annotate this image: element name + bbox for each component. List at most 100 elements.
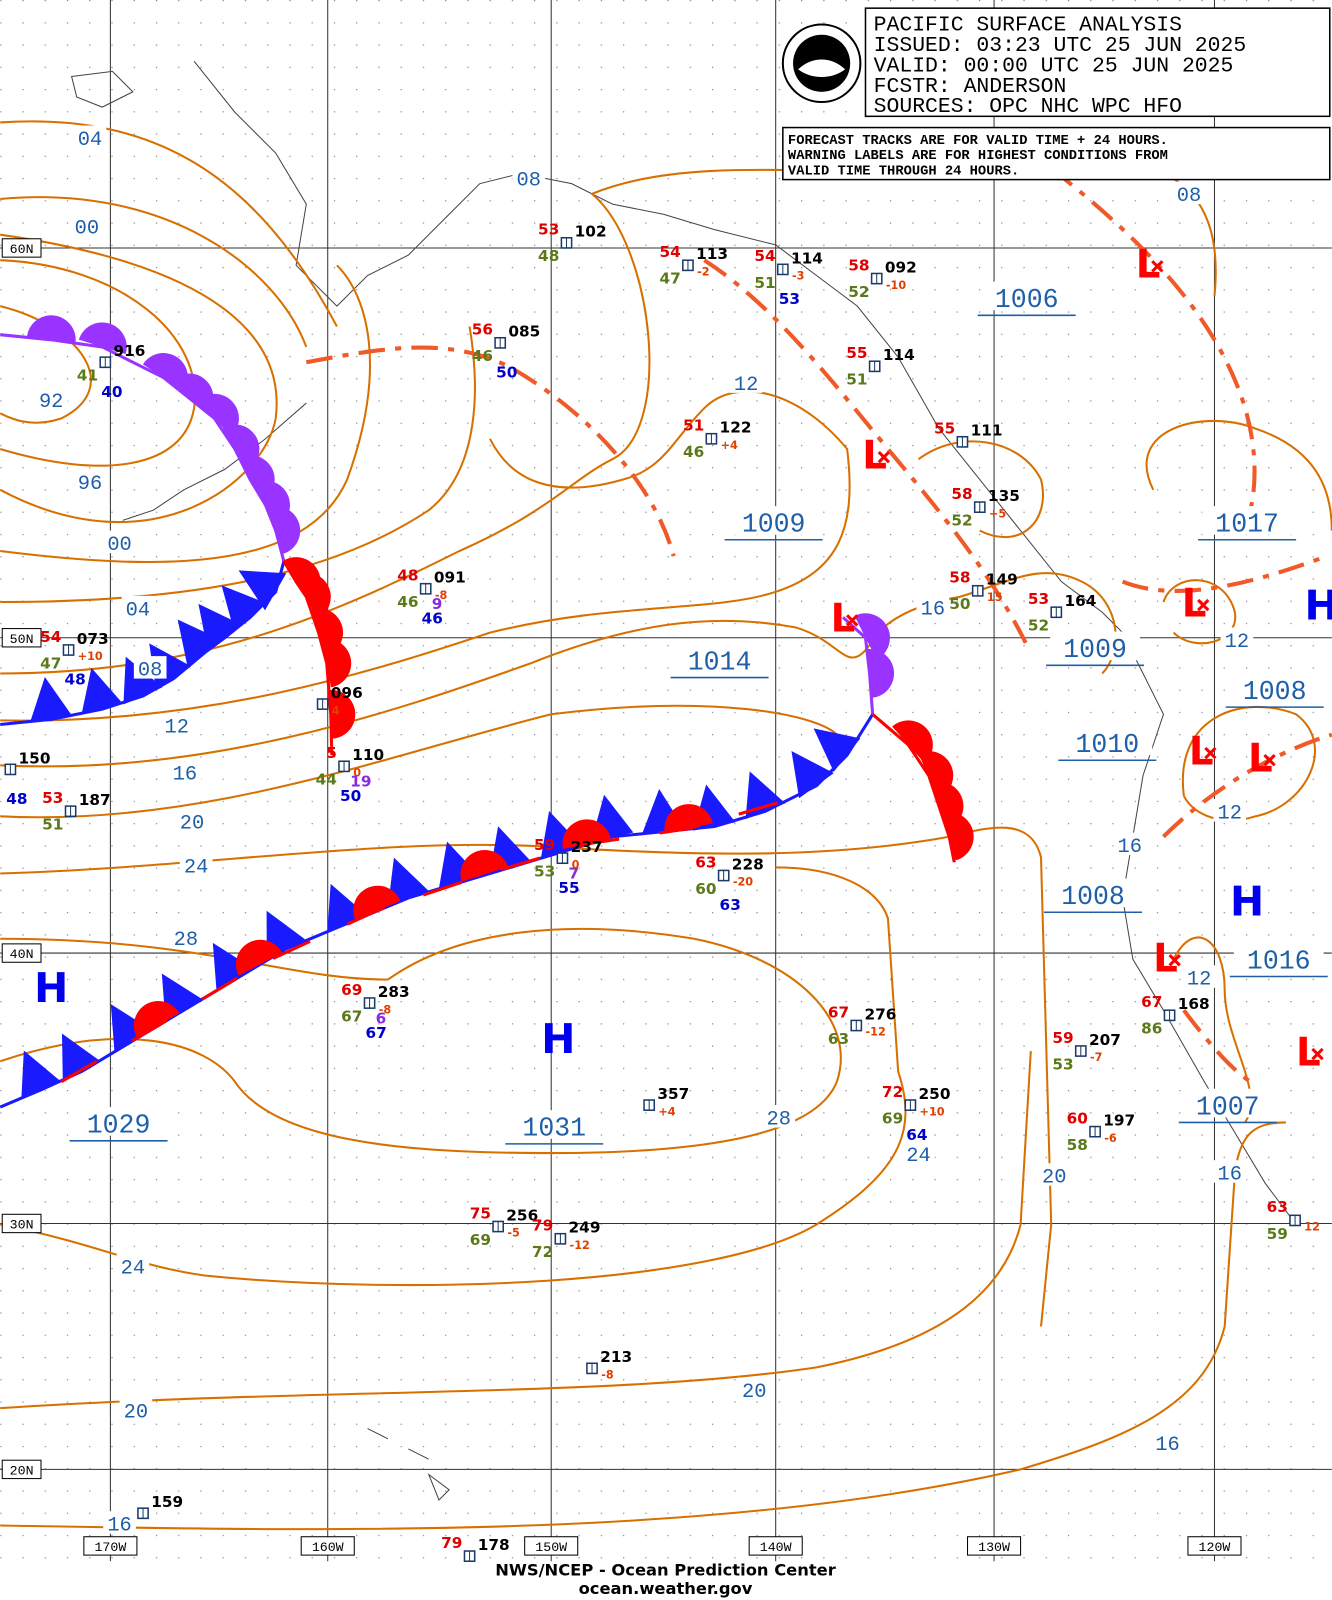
isobar-label: 00 xyxy=(75,218,99,241)
isobar xyxy=(0,1050,1032,1410)
station-dewpoint: 46 xyxy=(397,593,418,611)
header: PACIFIC SURFACE ANALYSIS ISSUED: 03:23 U… xyxy=(874,14,1247,120)
label-bg xyxy=(73,469,107,492)
label-box xyxy=(1,1459,42,1480)
station-dewpoint: 58 xyxy=(1067,1136,1088,1154)
station-air-temp: 55 xyxy=(934,420,955,438)
station-air-temp: 63 xyxy=(1267,1198,1288,1216)
header-title: PACIFIC SURFACE ANALYSIS xyxy=(874,14,1182,38)
isobar-label: 04 xyxy=(78,129,102,152)
pressure-value: 1009 xyxy=(742,510,806,540)
station-tendency: +10 xyxy=(920,1105,945,1118)
station-air-temp: 79 xyxy=(441,1534,462,1552)
isobar-label: 12 xyxy=(1187,969,1211,992)
station-sea-temp: 46 xyxy=(422,609,443,627)
station-sea-temp: 50 xyxy=(340,787,361,805)
latitude-label: 20N xyxy=(10,1463,34,1478)
station-air-temp: 54 xyxy=(659,243,680,261)
label-box xyxy=(1,1213,42,1234)
label-bg xyxy=(1151,1430,1184,1454)
isobar xyxy=(0,264,371,564)
label-bg xyxy=(103,1511,136,1534)
station-id: 114 xyxy=(883,346,915,364)
longitude-label: 150W xyxy=(535,1540,567,1555)
station-dewpoint: 51 xyxy=(846,371,867,389)
stationary-front-warm xyxy=(60,797,792,1083)
isobar-label: 16 xyxy=(921,598,945,621)
station-sea-temp: 48 xyxy=(64,671,85,689)
trough xyxy=(1162,732,1332,839)
pressure-value: 1010 xyxy=(1075,730,1139,760)
label-bg xyxy=(1202,506,1293,535)
station-id: 256 xyxy=(506,1206,538,1224)
station-tendency: -12 xyxy=(865,1026,885,1039)
station-tendency: 12 xyxy=(1304,1221,1320,1234)
station-air-temp: 56 xyxy=(472,321,493,339)
notice: FORECAST TRACKS ARE FOR VALID TIME + 24 … xyxy=(788,134,1168,180)
latitude-label: 30N xyxy=(10,1218,34,1233)
longitude-label: 160W xyxy=(312,1540,344,1555)
station-waves: 19 xyxy=(350,773,371,791)
station-tendency: -20 xyxy=(733,876,753,889)
footer-website: ocean.weather.gov xyxy=(579,1579,753,1598)
station-id: 213 xyxy=(600,1348,632,1366)
label-box xyxy=(83,1536,138,1556)
label-bg xyxy=(73,125,107,148)
high-center: H xyxy=(34,964,68,1012)
station-id: 085 xyxy=(508,323,540,341)
trough xyxy=(305,345,676,557)
label-bg xyxy=(902,1141,935,1165)
station-air-temp: 75 xyxy=(470,1204,491,1222)
label-bg xyxy=(133,656,167,679)
label-bg xyxy=(1213,798,1247,822)
station-dewpoint: 46 xyxy=(683,443,704,461)
low-cross xyxy=(1311,1047,1324,1061)
pressure-value: 1009 xyxy=(1063,635,1127,665)
station-id: 250 xyxy=(919,1085,951,1103)
label-bg xyxy=(168,760,202,783)
station-sea-temp: 40 xyxy=(101,383,122,401)
station-dewpoint: 47 xyxy=(40,654,61,672)
station-id: 110 xyxy=(352,746,384,764)
station-dewpoint: 51 xyxy=(754,274,775,292)
logo-bird xyxy=(798,59,846,78)
isobar-label: 24 xyxy=(121,1257,145,1280)
station-tendency: +4 xyxy=(658,1105,675,1118)
label-bg xyxy=(121,595,155,619)
station-sea-temp: 67 xyxy=(365,1024,386,1042)
station-dewpoint: 72 xyxy=(532,1243,553,1261)
cold-front xyxy=(0,560,287,727)
label-bg xyxy=(1213,1160,1247,1183)
station-air-temp: 54 xyxy=(754,247,775,265)
isobar xyxy=(0,120,338,328)
label-bg xyxy=(1229,673,1320,703)
high-center: H xyxy=(541,1015,575,1063)
label-bg xyxy=(1220,627,1254,650)
label-bg xyxy=(103,530,136,554)
station-tendency: +5 xyxy=(989,507,1006,520)
isobar-label: 16 xyxy=(1118,836,1142,859)
station-id: 092 xyxy=(885,258,917,276)
isobar-label: 08 xyxy=(517,170,541,193)
isobar-label: 04 xyxy=(126,599,150,622)
station-id: 197 xyxy=(1103,1112,1135,1130)
station-air-temp: 60 xyxy=(1067,1109,1088,1127)
station-id: 122 xyxy=(720,419,752,437)
station-tendency: -8 xyxy=(435,589,448,602)
station-id: 283 xyxy=(378,983,410,1001)
station-tendency: -12 xyxy=(570,1239,590,1252)
warm-front xyxy=(871,713,974,863)
pressure-value: 1016 xyxy=(1247,946,1311,976)
station-waves: 9 xyxy=(432,595,443,613)
station-tendency: 0 xyxy=(572,858,580,871)
station-id: 102 xyxy=(575,223,607,241)
station-tendency: -7 xyxy=(1090,1051,1102,1064)
low-cross xyxy=(1151,260,1164,273)
label-box xyxy=(748,1536,803,1556)
label-box xyxy=(1,238,42,258)
station-air-temp: 53 xyxy=(42,789,63,807)
label-box xyxy=(300,1536,355,1556)
station-id: 073 xyxy=(77,630,109,648)
isobar-label: 24 xyxy=(184,856,208,879)
